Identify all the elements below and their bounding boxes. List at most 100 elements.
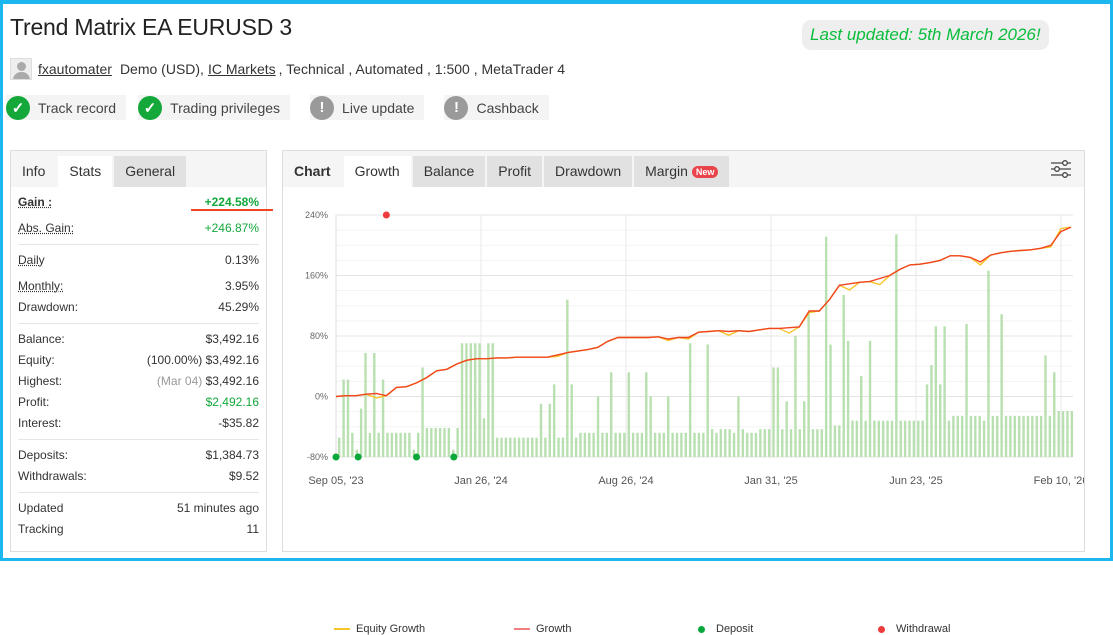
stat-label: Interest:	[18, 416, 62, 430]
stat-note: (Mar 04)	[156, 374, 203, 388]
user-link[interactable]: fxautomater	[38, 61, 112, 77]
stat-value: $9.52	[228, 469, 259, 483]
bar	[596, 396, 600, 457]
bar	[776, 367, 780, 457]
legend-deposit[interactable]: Deposit	[698, 623, 753, 635]
bar	[807, 311, 810, 457]
divider	[18, 492, 259, 493]
bar	[487, 343, 490, 457]
bar	[991, 415, 995, 457]
badge-cashback[interactable]: ! Cashback	[444, 95, 549, 120]
bar	[965, 323, 968, 457]
deposit-marker	[354, 453, 362, 461]
stat-label: Withdrawals:	[18, 469, 87, 483]
bar	[618, 432, 622, 457]
stat-deposits: Deposits: $1,384.73	[11, 445, 266, 466]
bar	[719, 429, 723, 457]
badge-live-update[interactable]: ! Live update	[310, 95, 425, 120]
bar	[978, 415, 981, 457]
legend-swatch	[514, 628, 530, 630]
bar	[943, 326, 946, 457]
tab-general[interactable]: General	[114, 156, 187, 187]
legend-withdrawal[interactable]: Withdrawal	[878, 623, 950, 635]
legend-growth[interactable]: Growth	[514, 623, 571, 635]
bar	[653, 432, 657, 457]
bar	[500, 437, 503, 457]
bar	[912, 420, 916, 457]
stat-label: Profit:	[18, 395, 50, 409]
stat-label[interactable]: Abs. Gain:	[18, 221, 75, 235]
bar	[785, 401, 788, 457]
deposit-marker	[413, 453, 421, 461]
bar	[631, 432, 635, 457]
bar	[614, 432, 617, 457]
bar	[399, 432, 402, 457]
bar	[851, 420, 854, 457]
bar	[934, 326, 938, 457]
bar	[745, 432, 749, 457]
stat-value: $3,492.16	[205, 374, 259, 388]
bar	[1000, 314, 1003, 457]
divider	[18, 323, 259, 324]
bar	[662, 432, 666, 457]
bar	[640, 432, 644, 457]
growth-chart[interactable]: Sep 05, '23 Jan 26, '24 Aug 26, '24 Jan 31,…	[283, 188, 1084, 528]
badge-trading-privileges[interactable]: ✓ Trading privileges	[138, 95, 291, 120]
account-meta: fxautomater Demo (USD), IC Markets , Tec…	[10, 58, 565, 80]
bar	[803, 401, 806, 457]
bar	[522, 437, 525, 457]
bar	[588, 432, 591, 457]
growth-line	[335, 226, 1072, 398]
stat-label[interactable]: Daily	[18, 253, 45, 267]
divider	[18, 439, 259, 440]
stat-monthly: Monthly: 3.95%	[11, 276, 266, 297]
legend-dot	[878, 625, 885, 633]
bar	[513, 437, 516, 457]
bar	[688, 343, 692, 457]
bar	[601, 432, 604, 457]
tab-drawdown[interactable]: Drawdown	[543, 156, 633, 187]
filter-settings-icon[interactable]	[1050, 159, 1072, 179]
bar	[908, 420, 911, 457]
bar	[408, 432, 411, 457]
bar	[952, 415, 955, 457]
bar	[535, 437, 538, 457]
tab-profit[interactable]: Profit	[487, 156, 542, 187]
bar	[1061, 411, 1065, 457]
stat-value: +246.87%	[204, 221, 259, 235]
bar	[465, 343, 468, 457]
tab-growth[interactable]: Growth	[343, 156, 411, 187]
bar	[346, 379, 350, 457]
avatar[interactable]	[10, 58, 32, 80]
bar	[1031, 415, 1034, 457]
bar	[605, 432, 609, 457]
bar	[917, 420, 920, 457]
tab-balance[interactable]: Balance	[412, 156, 486, 187]
bar	[763, 429, 766, 457]
tab-stats[interactable]: Stats	[58, 156, 113, 187]
tab-margin[interactable]: Margin New	[634, 156, 730, 187]
tab-info[interactable]: Info	[22, 163, 46, 179]
bar	[829, 344, 832, 457]
bar	[649, 396, 652, 457]
broker-link[interactable]: IC Markets	[207, 61, 276, 77]
stat-label[interactable]: Monthly:	[18, 279, 64, 293]
account-type: Demo (USD),	[119, 61, 204, 77]
bar	[355, 449, 358, 457]
bar	[430, 427, 433, 457]
stat-tracking: Tracking 11	[11, 519, 266, 540]
badge-track-record[interactable]: ✓ Track record	[6, 95, 127, 120]
bar	[438, 427, 442, 457]
x-tick-label: Jan 31, '25	[744, 475, 797, 487]
bar	[557, 437, 560, 457]
stat-label: Deposits:	[18, 448, 69, 462]
stat-label[interactable]: Gain :	[18, 195, 53, 209]
bar	[658, 432, 661, 457]
bar	[425, 427, 429, 457]
legend-swatch	[334, 628, 350, 630]
bar	[403, 432, 407, 457]
stat-value: 45.29%	[218, 300, 259, 314]
bar	[873, 420, 876, 457]
legend-equity-growth[interactable]: Equity Growth	[334, 623, 425, 635]
bar	[583, 432, 587, 457]
